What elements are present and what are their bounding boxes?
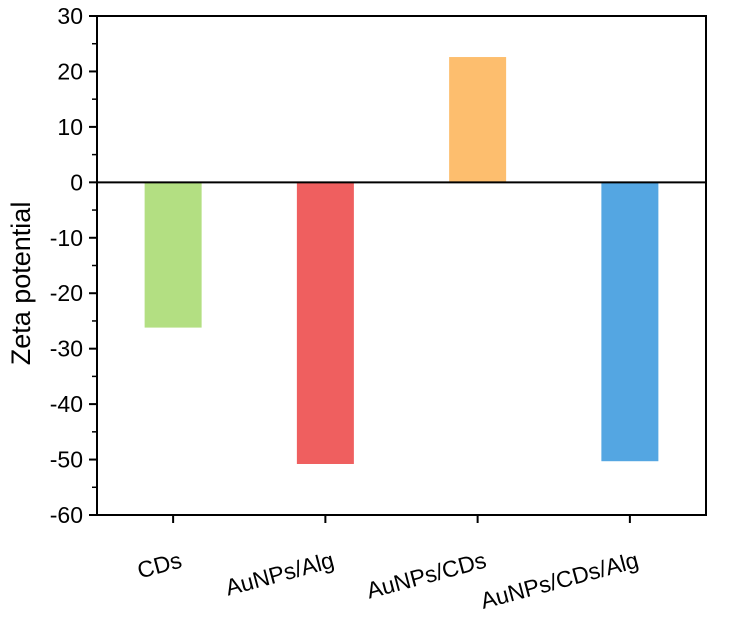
x-tick-label: AuNPs/CDs/Alg: [478, 547, 642, 614]
bar-aunps-cds-alg: [601, 182, 659, 462]
x-tick-label: AuNPs/CDs: [364, 547, 489, 604]
bars-layer: [144, 57, 659, 464]
ticks-layer: [89, 15, 631, 523]
bar-aunps-alg: [296, 182, 354, 464]
y-tick-label: -30: [50, 336, 83, 362]
y-tick-label: -20: [50, 280, 83, 306]
x-tick-label: CDs: [134, 547, 184, 584]
bar-cds: [144, 182, 202, 328]
y-tick-label: 30: [57, 3, 83, 29]
y-tick-label: -10: [50, 225, 83, 251]
y-tick-label: -60: [50, 502, 83, 528]
y-tick-label: 20: [57, 58, 83, 84]
y-tick-label: 0: [70, 169, 83, 195]
y-axis-title: Zeta potential: [6, 202, 36, 366]
y-tick-label: -50: [50, 447, 83, 473]
x-tick-label: AuNPs/Alg: [223, 547, 337, 601]
bar-aunps-cds: [449, 57, 507, 183]
y-tick-label: -40: [50, 391, 83, 417]
y-tick-label: 10: [57, 114, 83, 140]
